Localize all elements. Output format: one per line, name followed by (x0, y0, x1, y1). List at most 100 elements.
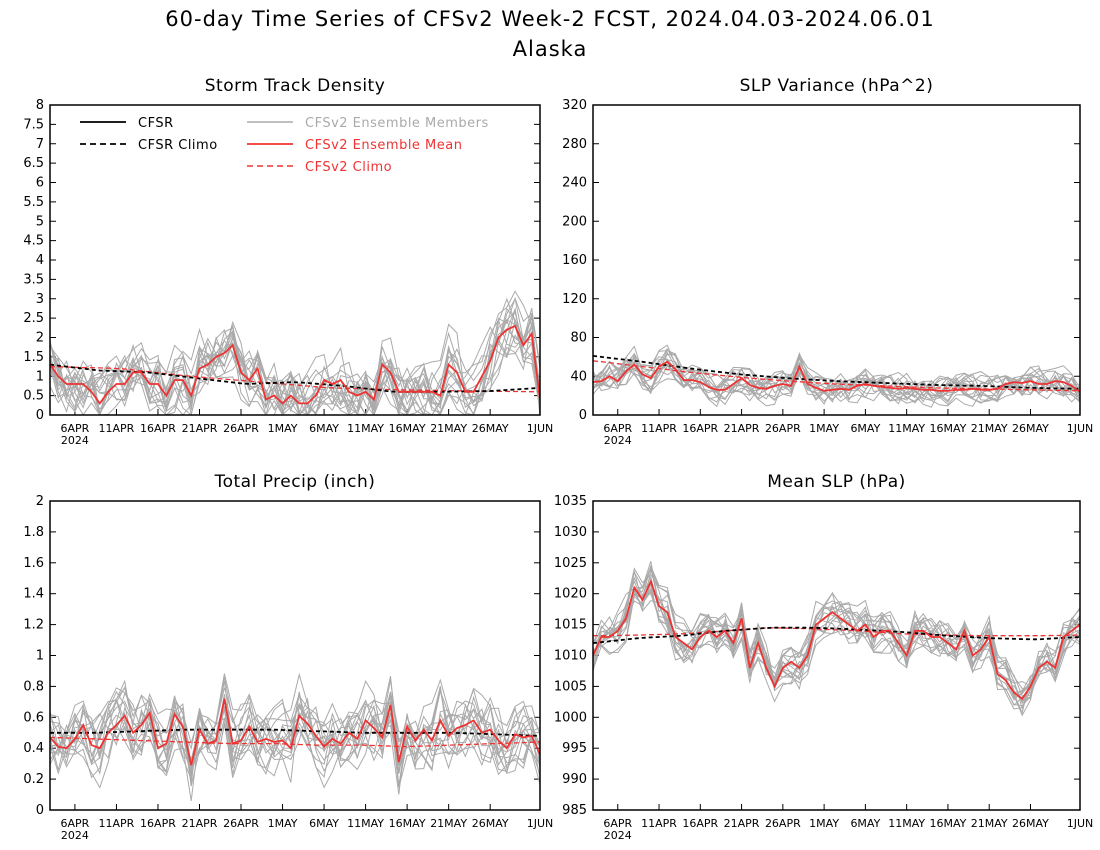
mean-slp-cfsr-climo-line (593, 626, 1080, 644)
storm-track-density-xtick-label: 21APR (182, 422, 218, 435)
slp-variance-year-label: 2024 (604, 434, 632, 447)
mean-slp-ensemble-mean-line (593, 578, 1080, 701)
total-precip-title: Total Precip (inch) (214, 472, 376, 492)
storm-track-density-ytick-label: 4 (36, 253, 44, 268)
total-precip-xtick-label: 21APR (182, 817, 218, 830)
storm-track-density-ytick-label: 3.5 (23, 272, 44, 287)
total-precip-xtick-label: 6MAY (309, 817, 339, 830)
storm-track-density-plot-area (50, 290, 540, 415)
slp-variance-member-line (593, 359, 1080, 405)
mean-slp-member-line (593, 575, 1080, 697)
storm-track-density-ytick-label: 6 (36, 176, 44, 191)
total-precip-frame (49, 500, 541, 811)
mean-slp-ytick-label: 1015 (554, 618, 587, 633)
mean-slp-ytick-label: 1010 (554, 649, 587, 664)
total-precip-xtick-label: 16MAY (389, 817, 426, 830)
storm-track-density-member-line (50, 296, 540, 415)
mean-slp-ytick-label: 1000 (554, 710, 587, 725)
slp-variance-xtick-label: 1MAY (809, 422, 839, 435)
storm-track-density-ytick-label: 4.5 (23, 234, 44, 249)
legend-cfsv2-climo-label: CFSv2 Climo (305, 160, 392, 175)
mean-slp-member-line (593, 570, 1080, 717)
storm-track-density-xtick-label: 1JUN (527, 422, 554, 435)
slp-variance-xtick-label: 6MAY (850, 422, 880, 435)
chart-legend: CFSR CFSR Climo CFSv2 Ensemble Members CFSv… (80, 116, 489, 175)
mean-slp-title: Mean SLP (hPa) (767, 472, 906, 492)
legend-cfsr-climo-label: CFSR Climo (138, 138, 218, 153)
slp-variance-xtick-label: 11MAY (888, 422, 925, 435)
total-precip-xtick-label: 1MAY (268, 817, 298, 830)
slp-variance-plot-area (593, 344, 1080, 408)
slp-variance-xtick-label: 11APR (641, 422, 677, 435)
slp-variance-frame (592, 104, 1081, 416)
total-precip-ytick-label: 0.2 (23, 772, 44, 787)
total-precip-ytick-label: 1.2 (23, 618, 44, 633)
storm-track-density-xtick-label: 26MAY (472, 422, 509, 435)
storm-track-density-year-label: 2024 (61, 434, 89, 447)
storm-track-density-ytick-label: 1.5 (23, 350, 44, 365)
slp-variance-xtick-label: 26MAY (1012, 422, 1049, 435)
mean-slp-xtick-label: 16MAY (929, 817, 966, 830)
slp-variance-xtick-label: 1JUN (1067, 422, 1094, 435)
total-precip-xtick-label: 11MAY (347, 817, 384, 830)
total-precip-ytick-label: 1 (36, 649, 44, 664)
slp-variance-xtick-label: 16APR (682, 422, 718, 435)
page-subtitle: Alaska (512, 37, 588, 61)
mean-slp-xtick-label: 21MAY (971, 817, 1008, 830)
total-precip-member-line (50, 680, 540, 775)
slp-variance-ytick-label: 200 (562, 214, 587, 229)
total-precip-ytick-label: 1.6 (23, 556, 44, 571)
total-precip-year-label: 2024 (61, 829, 89, 842)
legend-members-label: CFSv2 Ensemble Members (305, 116, 489, 131)
total-precip-member-line (50, 679, 540, 787)
slp-variance-ytick-label: 320 (562, 98, 587, 113)
storm-track-density-cfsr-climo-line (50, 363, 540, 393)
storm-track-density-ytick-label: 0.5 (23, 389, 44, 404)
slp-variance-ytick-label: 120 (562, 292, 587, 307)
slp-variance-ensemble-mean-line (593, 360, 1080, 393)
storm-track-density-ytick-label: 3 (36, 292, 44, 307)
total-precip-ytick-label: 0.4 (23, 741, 44, 756)
total-precip-xtick-label: 16APR (140, 817, 176, 830)
total-precip-plot-area (50, 672, 540, 801)
mean-slp-xtick-label: 6APR (603, 817, 632, 830)
mean-slp-frame (592, 500, 1081, 811)
slp-variance-member-line (593, 361, 1080, 408)
mean-slp-xtick-label: 1JUN (1067, 817, 1094, 830)
slp-variance-ytick-label: 40 (570, 369, 587, 384)
storm-track-density-xtick-label: 11MAY (347, 422, 384, 435)
mean-slp-ytick-label: 985 (562, 803, 587, 818)
total-precip-ytick-label: 0 (36, 803, 44, 818)
slp-variance-ytick-label: 80 (570, 331, 587, 346)
storm-track-density-xtick-label: 6MAY (309, 422, 339, 435)
mean-slp-xtick-label: 16APR (682, 817, 718, 830)
mean-slp-plot-area (593, 561, 1080, 717)
total-precip-xtick-label: 21MAY (430, 817, 467, 830)
slp-variance-xtick-label: 21MAY (971, 422, 1008, 435)
storm-track-density-ensemble-mean-line (50, 324, 540, 405)
slp-variance-xtick-label: 26APR (765, 422, 801, 435)
storm-track-density-ytick-label: 6.5 (23, 156, 44, 171)
storm-track-density-ytick-label: 0 (36, 408, 44, 423)
storm-track-density-ytick-label: 2.5 (23, 311, 44, 326)
slp-variance-member-line (593, 345, 1080, 406)
total-precip-cfsv2-climo-line (50, 736, 540, 748)
mean-slp-xtick-label: 26APR (765, 817, 801, 830)
legend-ensemble-mean-label: CFSv2 Ensemble Mean (305, 138, 462, 153)
storm-track-density-xtick-label: 6APR (61, 422, 90, 435)
slp-variance-title: SLP Variance (hPa^2) (740, 76, 934, 96)
total-precip-ensemble-mean-line (50, 698, 540, 766)
storm-track-density-xtick-label: 11APR (99, 422, 135, 435)
storm-track-density-member-line (50, 297, 540, 415)
storm-track-density-ytick-label: 7 (36, 137, 44, 152)
storm-track-density-xtick-label: 21MAY (430, 422, 467, 435)
mean-slp-ytick-label: 1025 (554, 556, 587, 571)
slp-variance-ytick-label: 0 (579, 408, 587, 423)
storm-track-density-member-line (50, 317, 540, 415)
storm-track-density-xtick-label: 26APR (223, 422, 259, 435)
total-precip-xtick-label: 26MAY (472, 817, 509, 830)
page-title: 60-day Time Series of CFSv2 Week-2 FCST,… (165, 7, 935, 31)
storm-track-density-member-line (50, 334, 540, 415)
total-precip-xtick-label: 1JUN (527, 817, 554, 830)
